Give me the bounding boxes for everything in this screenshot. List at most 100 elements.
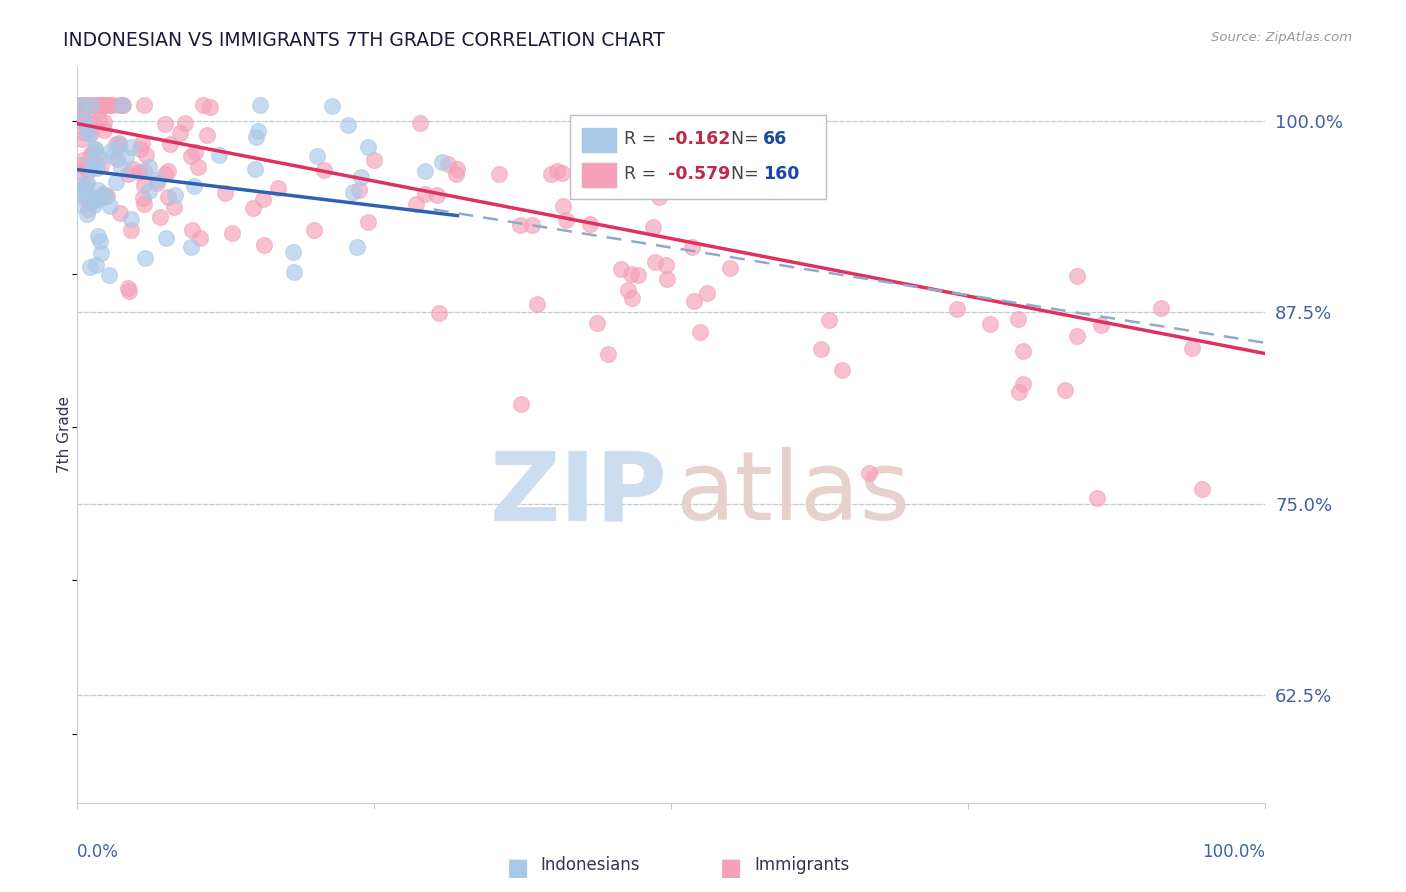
Point xyxy=(80,161,103,175)
Point xyxy=(540,167,562,181)
Point xyxy=(145,176,167,190)
Point xyxy=(75,98,97,112)
Point xyxy=(120,211,142,226)
Point xyxy=(134,163,156,178)
Point xyxy=(1066,268,1088,283)
Point xyxy=(110,161,132,175)
Point xyxy=(644,255,666,269)
Point xyxy=(510,397,533,411)
Point xyxy=(426,188,449,202)
Point xyxy=(75,98,97,112)
Point xyxy=(87,112,110,126)
Point xyxy=(165,187,187,202)
Point xyxy=(87,183,110,197)
Point xyxy=(596,346,619,360)
Point xyxy=(131,136,153,150)
Point xyxy=(70,108,93,122)
Point xyxy=(96,98,118,112)
Point xyxy=(134,251,156,265)
Point xyxy=(831,363,853,377)
Point xyxy=(84,143,107,157)
Point xyxy=(180,149,202,163)
Point xyxy=(155,231,177,245)
Point xyxy=(342,186,364,200)
Text: -0.162: -0.162 xyxy=(668,130,730,148)
Point xyxy=(80,98,103,112)
Point xyxy=(1066,329,1088,343)
Point xyxy=(77,157,100,171)
Point xyxy=(134,197,156,211)
Point xyxy=(818,313,841,327)
Point xyxy=(149,210,172,224)
Point xyxy=(93,123,115,137)
Point xyxy=(100,144,122,158)
Point xyxy=(347,183,370,197)
Text: N=: N= xyxy=(731,130,763,148)
Point xyxy=(200,99,222,113)
Point xyxy=(70,98,93,112)
Point xyxy=(551,166,574,180)
Point xyxy=(129,142,152,156)
Point xyxy=(90,246,112,260)
Point xyxy=(509,219,531,233)
Point xyxy=(350,169,373,184)
Point xyxy=(90,98,112,112)
Point xyxy=(96,189,118,203)
Point xyxy=(195,128,218,143)
Point xyxy=(70,114,93,128)
Point xyxy=(89,234,111,248)
Point xyxy=(107,138,129,153)
Point xyxy=(122,161,145,176)
Point xyxy=(90,98,112,112)
Point xyxy=(84,148,107,162)
Point xyxy=(946,301,969,316)
Point xyxy=(80,194,103,209)
Point xyxy=(184,145,207,159)
Point xyxy=(70,185,93,199)
Point xyxy=(153,117,176,131)
Y-axis label: 7th Grade: 7th Grade xyxy=(56,396,72,474)
Point xyxy=(120,140,142,154)
Point xyxy=(138,161,160,175)
Point xyxy=(430,154,453,169)
Point xyxy=(357,140,380,154)
Point xyxy=(551,199,574,213)
Text: ZIP: ZIP xyxy=(489,447,668,541)
Point xyxy=(252,192,274,206)
Point xyxy=(281,245,304,260)
Point xyxy=(93,187,115,202)
Point xyxy=(718,261,741,276)
FancyBboxPatch shape xyxy=(582,128,616,152)
Point xyxy=(70,98,93,112)
Point xyxy=(174,116,197,130)
Point xyxy=(117,167,139,181)
Point xyxy=(131,191,153,205)
Point xyxy=(70,164,93,178)
Point xyxy=(579,217,602,231)
Point xyxy=(80,98,103,112)
Point xyxy=(610,261,633,276)
Point xyxy=(620,267,643,281)
Point xyxy=(72,125,94,139)
Point xyxy=(98,198,121,212)
Point xyxy=(76,207,98,221)
Point xyxy=(70,98,93,112)
Text: ■: ■ xyxy=(720,855,742,880)
Point xyxy=(283,265,305,279)
Point xyxy=(267,181,290,195)
Point xyxy=(146,173,169,187)
Point xyxy=(689,325,711,339)
Text: 0.0%: 0.0% xyxy=(77,843,120,862)
Point xyxy=(1085,491,1108,506)
Point xyxy=(75,177,97,191)
Point xyxy=(108,206,131,220)
Point xyxy=(84,190,107,204)
Point xyxy=(153,167,176,181)
Point xyxy=(1150,301,1173,315)
Text: atlas: atlas xyxy=(675,447,910,541)
Point xyxy=(526,297,548,311)
Text: Immigrants: Immigrants xyxy=(755,855,849,874)
Point xyxy=(1090,318,1112,332)
Point xyxy=(83,98,105,112)
Point xyxy=(105,137,128,152)
